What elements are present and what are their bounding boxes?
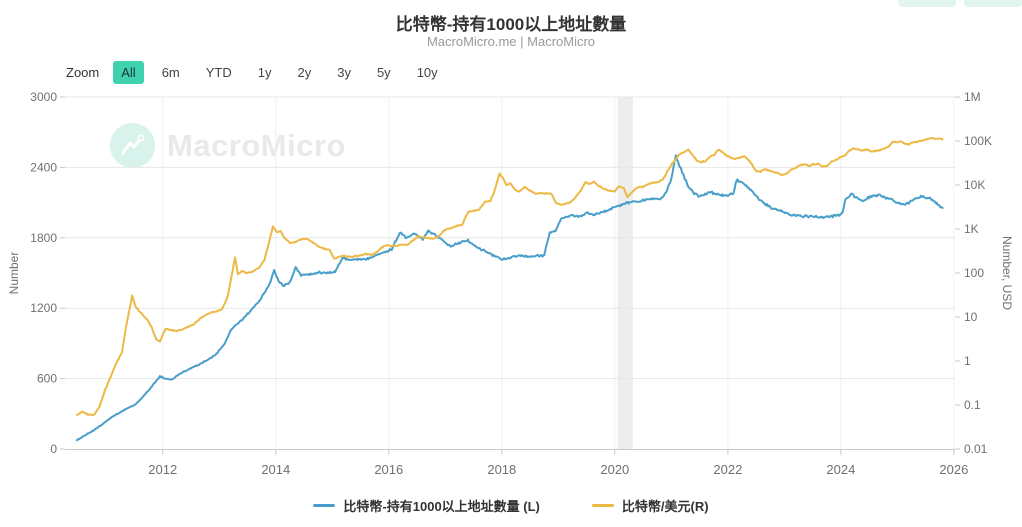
zoom-toolbar: Zoom All 6m YTD 1y 2y 3y 5y 10y (66, 61, 446, 84)
range-button-1y[interactable]: 1y (250, 61, 280, 84)
left-axis-title: Number (7, 252, 21, 295)
range-button-group: All 6m YTD 1y 2y 3y 5y 10y (113, 61, 445, 84)
legend-line-marker (591, 504, 614, 507)
x-axis-tick-label: 2022 (713, 462, 742, 477)
chart-subtitle: MacroMicro.me | MacroMicro (426, 34, 596, 49)
left-axis-tick-label: 1200 (30, 301, 57, 315)
right-axis-tick-label: 0.01 (964, 442, 988, 456)
right-axis-tick-label: 0.1 (964, 398, 981, 412)
legend-label: 比特幣/美元(R) (621, 499, 709, 514)
range-button-all[interactable]: All (113, 61, 144, 84)
range-button-3y[interactable]: 3y (329, 61, 359, 84)
right-axis-tick-label: 10 (964, 310, 978, 324)
x-axis-tick-label: 2026 (939, 462, 968, 477)
left-axis-tick-label: 1800 (30, 231, 57, 245)
range-button-2y[interactable]: 2y (289, 61, 319, 84)
plot-area[interactable] (65, 97, 955, 449)
right-axis-title: Number, USD (1000, 236, 1014, 310)
zoom-label: Zoom (66, 65, 100, 80)
chart-legend: 比特幣-持有1000以上地址數量 (L) 比特幣/美元(R) (0, 496, 1022, 515)
x-axis-tick-label: 2012 (148, 462, 177, 477)
legend-item-price[interactable]: 比特幣/美元(R) (591, 496, 709, 515)
left-axis-tick-label: 600 (37, 372, 57, 386)
x-axis-tick-label: 2018 (487, 462, 516, 477)
top-cropped-button[interactable] (898, 0, 956, 7)
right-axis-tick-label: 100 (964, 266, 984, 280)
left-axis-tick-label: 2400 (30, 160, 57, 174)
series-line-btc-usd (75, 137, 944, 417)
right-axis-tick-label: 1M (964, 90, 981, 104)
x-axis-tick-label: 2016 (374, 462, 403, 477)
right-axis-tick-label: 1K (964, 222, 979, 236)
right-axis-tick-label: 1 (964, 354, 971, 368)
x-axis-tick-label: 2014 (261, 462, 290, 477)
range-button-10y[interactable]: 10y (409, 61, 446, 84)
x-axis-tick-label: 2020 (600, 462, 629, 477)
recession-shading-band (617, 97, 633, 449)
legend-item-addresses[interactable]: 比特幣-持有1000以上地址數量 (L) (313, 496, 540, 515)
right-axis-tick-label: 10K (964, 178, 985, 192)
legend-line-marker (313, 504, 336, 507)
left-axis-tick-label: 0 (50, 442, 57, 456)
range-button-5y[interactable]: 5y (369, 61, 399, 84)
x-axis-tick-label: 2024 (826, 462, 855, 477)
range-button-6m[interactable]: 6m (154, 61, 188, 84)
series-line-addresses (75, 154, 944, 442)
right-axis-tick-label: 100K (964, 134, 992, 148)
top-cropped-button[interactable] (964, 0, 1022, 7)
legend-label: 比特幣-持有1000以上地址數量 (L) (343, 499, 540, 514)
page-title: 比特幣-持有1000以上地址數量 (395, 15, 627, 34)
range-button-ytd[interactable]: YTD (198, 61, 240, 84)
left-axis-tick-label: 3000 (30, 90, 57, 104)
